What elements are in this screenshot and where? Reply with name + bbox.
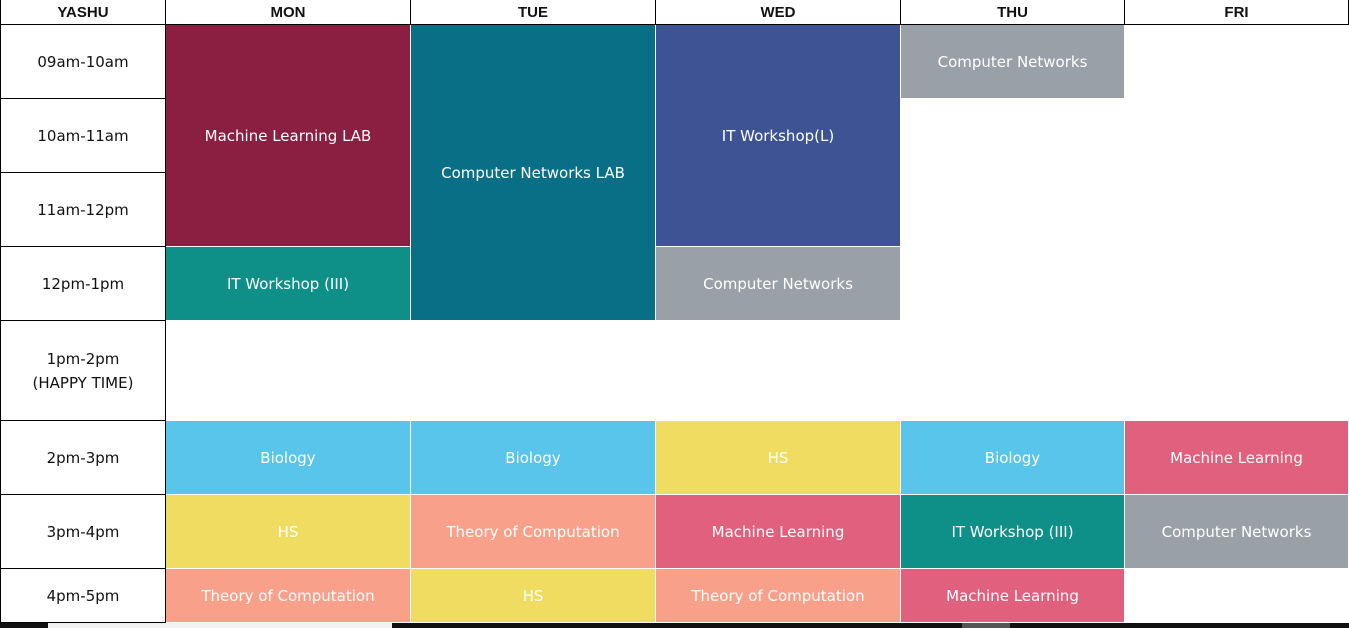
class-block[interactable]: Computer Networks (901, 25, 1124, 98)
time-note: (HAPPY TIME) (32, 373, 134, 392)
time-slot: 1pm-2pm (HAPPY TIME) (0, 321, 166, 421)
class-block[interactable]: IT Workshop (III) (166, 247, 410, 320)
day-label: WED (760, 3, 796, 21)
day-header-tue: TUE (411, 0, 656, 25)
class-block[interactable]: IT Workshop(L) (656, 25, 900, 246)
day-header-wed: WED (656, 0, 901, 25)
time-label: 09am-10am (37, 52, 129, 71)
time-slot: 4pm-5pm (0, 569, 166, 623)
time-label: 4pm-5pm (46, 586, 120, 605)
class-title: IT Workshop (III) (951, 522, 1074, 541)
class-title: Theory of Computation (691, 586, 865, 605)
class-title: Computer Networks (1161, 522, 1312, 541)
day-header-mon: MON (166, 0, 411, 25)
class-block[interactable]: Computer Networks (656, 247, 900, 320)
class-title: Machine Learning (1170, 448, 1303, 467)
time-label: 3pm-4pm (46, 522, 120, 541)
time-label: 11am-12pm (37, 200, 129, 219)
class-block[interactable]: HS (166, 495, 410, 568)
class-block[interactable]: Computer Networks LAB (411, 25, 655, 320)
time-slot: 2pm-3pm (0, 421, 166, 495)
class-block[interactable]: Biology (411, 421, 655, 494)
time-label: 1pm-2pm (46, 349, 120, 368)
time-label: 12pm-1pm (41, 274, 125, 293)
class-title: Biology (260, 448, 316, 467)
time-slot: 10am-11am (0, 99, 166, 173)
horizontal-scrollbar[interactable] (0, 623, 1349, 628)
class-block[interactable]: Machine Learning (901, 569, 1124, 622)
class-block[interactable]: Biology (901, 421, 1124, 494)
day-label: FRI (1224, 3, 1249, 21)
class-block[interactable]: Machine Learning LAB (166, 25, 410, 246)
corner-label: YASHU (57, 3, 109, 21)
class-title: IT Workshop (III) (226, 274, 350, 293)
class-title: Biology (984, 448, 1041, 467)
class-block[interactable]: Biology (166, 421, 410, 494)
corner-header: YASHU (0, 0, 166, 25)
day-label: TUE (518, 3, 548, 21)
time-label: 2pm-3pm (46, 448, 120, 467)
class-title: Biology (505, 448, 561, 467)
scrollbar-thumb[interactable] (48, 623, 392, 628)
class-title: HS (767, 448, 789, 467)
class-title: Machine Learning (711, 522, 845, 541)
day-label: MON (270, 3, 306, 21)
class-title: Theory of Computation (201, 586, 375, 605)
day-header-thu: THU (901, 0, 1125, 25)
class-block[interactable]: Theory of Computation (166, 569, 410, 622)
day-header-fri: FRI (1125, 0, 1349, 25)
time-slot: 11am-12pm (0, 173, 166, 247)
scrollbar-segment (962, 623, 1010, 628)
class-block[interactable]: Theory of Computation (411, 495, 655, 568)
time-slot: 3pm-4pm (0, 495, 166, 569)
class-block[interactable]: Machine Learning (656, 495, 900, 568)
time-slot: 12pm-1pm (0, 247, 166, 321)
day-label: THU (997, 3, 1028, 21)
time-slot: 09am-10am (0, 25, 166, 99)
class-block[interactable]: Theory of Computation (656, 569, 900, 622)
class-title: IT Workshop(L) (721, 126, 835, 145)
time-label: 10am-11am (37, 126, 129, 145)
class-title: HS (277, 522, 299, 541)
class-title: Computer Networks (703, 274, 853, 293)
class-title: Computer Networks (937, 52, 1088, 71)
class-block[interactable]: HS (411, 569, 655, 622)
class-block[interactable]: Computer Networks (1125, 495, 1348, 568)
class-title: Theory of Computation (446, 522, 620, 541)
class-block[interactable]: HS (656, 421, 900, 494)
class-block[interactable]: IT Workshop (III) (901, 495, 1124, 568)
class-title: HS (522, 586, 544, 605)
class-title: Machine Learning (946, 586, 1079, 605)
class-block[interactable]: Machine Learning (1125, 421, 1348, 494)
class-title: Computer Networks LAB (441, 163, 625, 182)
class-title: Machine Learning LAB (204, 126, 372, 145)
